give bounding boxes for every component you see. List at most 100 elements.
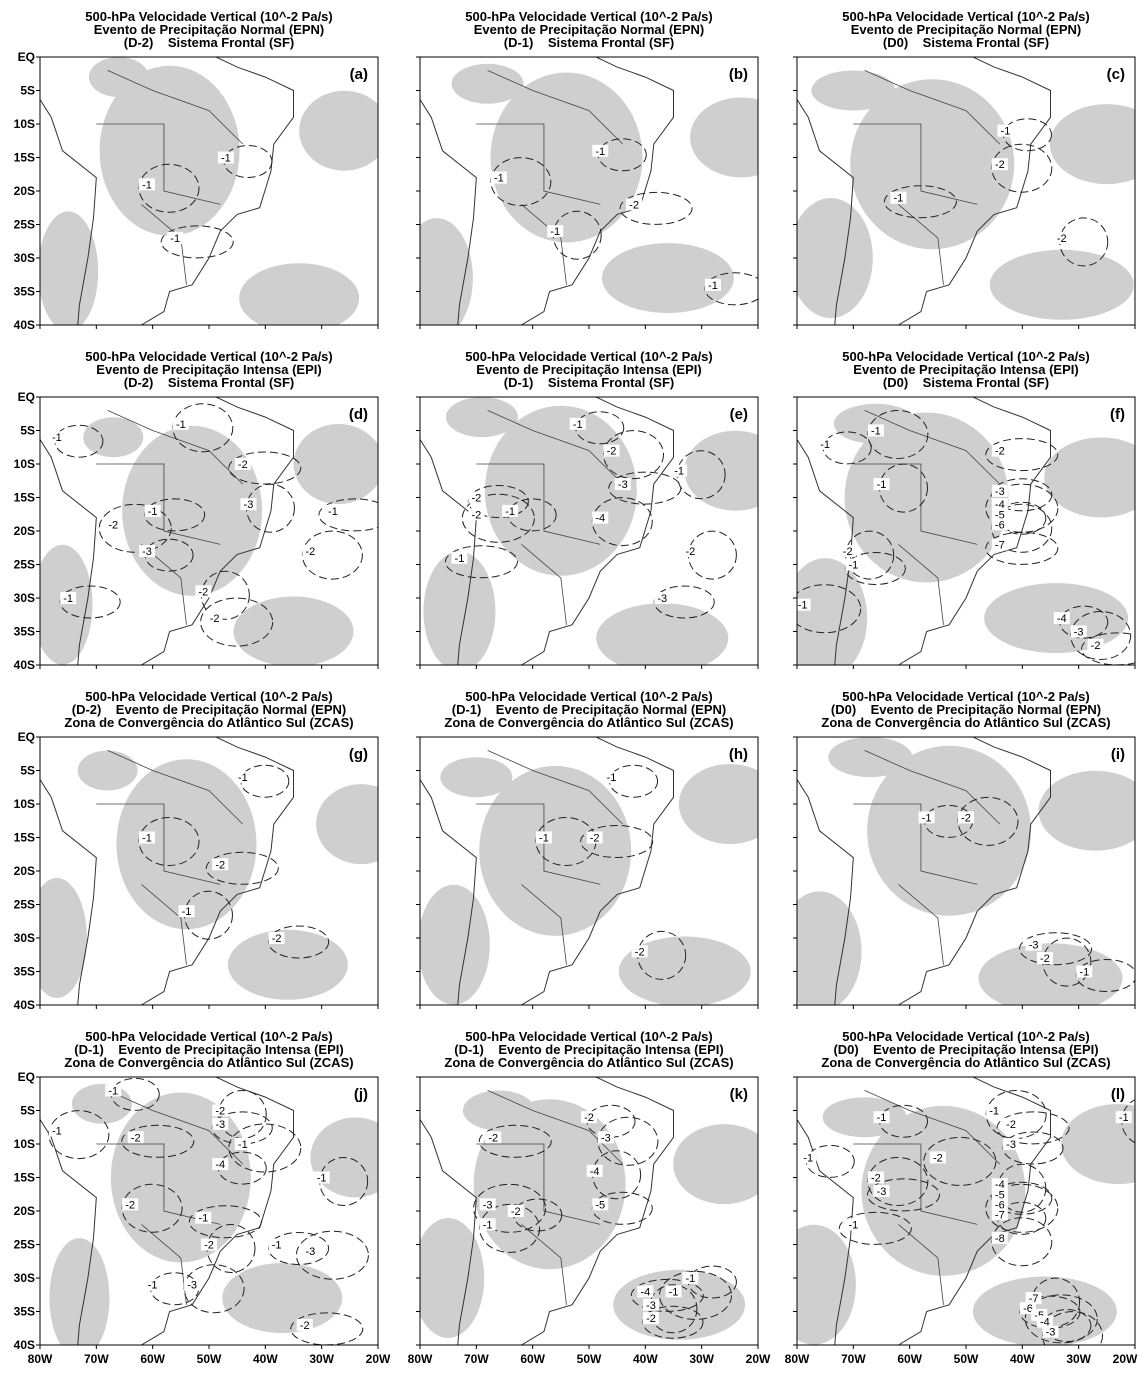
contour-label: -2 [471, 509, 481, 521]
contour-label: -4 [215, 1159, 225, 1171]
contour-label-bg [991, 1231, 1008, 1244]
contour-label-bg [172, 417, 189, 430]
y-tick-label: 20S [14, 864, 35, 878]
panel-title: 500-hPa Velocidade Vertical (10^-2 Pa/s) [85, 9, 333, 24]
contour-label: -1 [1119, 1112, 1129, 1124]
shaded-area [110, 1092, 251, 1263]
shaded-area [420, 884, 490, 1005]
contour-label-bg [1003, 1117, 1020, 1130]
contour-label-bg [479, 1218, 496, 1231]
contour-label: -2 [590, 833, 600, 845]
contour-label-bg [918, 811, 935, 824]
contour-label-bg [845, 558, 862, 571]
contour-label: -1 [573, 419, 583, 431]
panel-title: (D-1) Evento de Precipitação Normal (EPN… [452, 702, 727, 717]
contour-label: -4 [590, 1166, 600, 1178]
shaded-area [423, 551, 496, 665]
panel-title: Evento de Precipitação Intensa (EPI) [853, 362, 1078, 377]
y-tick-label: 25S [14, 898, 35, 912]
contour-label-bg [991, 1188, 1008, 1201]
contour-label: -1 [669, 1286, 679, 1298]
contour-label: -1 [52, 432, 62, 444]
contour-line [228, 451, 302, 485]
shaded-area [88, 57, 149, 98]
coastline [40, 1077, 294, 1345]
contour-label-bg [592, 144, 609, 157]
shaded-area [822, 1097, 907, 1138]
map-content: -1 -1 -2 -1 -1 [420, 57, 758, 325]
contour-label-bg [217, 151, 234, 164]
shaded-area [40, 878, 87, 998]
contour-label: -4 [995, 499, 1005, 511]
contour-label-bg [867, 424, 884, 437]
contour-line [659, 1270, 732, 1320]
contour-label: -6 [995, 519, 1005, 531]
y-tick-label: 40S [14, 318, 35, 332]
contour-label-bg [873, 478, 890, 491]
shaded-area [850, 79, 1015, 250]
contour-label-bg [144, 504, 161, 517]
contour-label-bg [547, 225, 564, 238]
contour-label-bg [535, 831, 552, 844]
shaded-area [484, 405, 637, 576]
map-panel: -1-1-2-2-3-1-4-2-1-2 -1-3-1 -3-2-1500-hPa … [14, 1029, 391, 1366]
contour-label: -1 [539, 833, 549, 845]
contour-label: -3 [657, 593, 667, 605]
shaded-area [222, 1263, 343, 1334]
shaded-area [1044, 437, 1135, 518]
contour-label-bg [867, 1171, 884, 1184]
panel-title: 500-hPa Velocidade Vertical (10^-2 Pa/s) [85, 689, 333, 704]
contour-line [797, 584, 862, 634]
contour-label: -3 [1046, 1327, 1056, 1339]
map-content: -1 -1 -1 [40, 57, 378, 325]
contour-label-bg [1025, 1292, 1042, 1305]
shaded-area [49, 1238, 110, 1345]
contour-label: -4 [1057, 613, 1067, 625]
y-tick-label: 15S [14, 151, 35, 165]
y-tick-label: 35S [14, 285, 35, 299]
coastline [797, 397, 1051, 665]
y-tick-label: 10S [14, 797, 35, 811]
contour-label-bg [1115, 1111, 1132, 1124]
x-tick-label: 80W [28, 1352, 53, 1366]
y-tick-label: 30S [14, 931, 35, 945]
contour-line [295, 1230, 369, 1280]
contour-label-bg [642, 1298, 659, 1311]
contour-label-bg [507, 1205, 524, 1217]
contour-label: -3 [646, 1300, 656, 1312]
contour-line [985, 1183, 1059, 1233]
shaded-area [40, 544, 93, 665]
contour-label-bg [1036, 1315, 1053, 1328]
contour-label-bg [592, 1198, 609, 1211]
contour-label: -2 [272, 933, 282, 945]
contour-line [867, 1178, 940, 1212]
panel-title: Zona de Convergência do Atlântico Sul (Z… [64, 1055, 353, 1070]
contour-label-bg [212, 1117, 229, 1130]
panel-title: Zona de Convergência do Atlântico Sul (Z… [444, 715, 733, 730]
contour-label: -3 [142, 546, 152, 558]
contour-label-bg [206, 612, 223, 625]
contour-label-bg [671, 464, 688, 477]
y-tick-label: 20S [14, 524, 35, 538]
contour-label: -7 [1029, 1293, 1039, 1305]
contour-label-bg [1003, 1138, 1020, 1150]
contour-label-bg [839, 545, 856, 558]
contour-label: -4 [995, 1179, 1005, 1191]
contour-label: -1 [848, 560, 858, 572]
contour-label: -1 [108, 1085, 118, 1097]
y-tick-label: 40S [14, 658, 35, 672]
contour-label: -1 [848, 1219, 858, 1231]
shaded-area [77, 750, 138, 791]
y-tick-label: EQ [18, 730, 35, 744]
contour-label-bg [122, 1198, 139, 1211]
contour-label: -1 [798, 600, 808, 612]
x-tick-label: 60W [140, 1352, 165, 1366]
contour-label-bg [1070, 625, 1087, 638]
coastline [40, 57, 294, 325]
contour-line [619, 191, 693, 225]
panel-title: Evento de Precipitação Normal (EPN) [474, 22, 704, 37]
borders [853, 410, 1001, 625]
map-panel: -1 -2 -3 -1 -2 -2 -1 -4 -1 -2 -3 500-hPa Velocidade… [416, 349, 759, 669]
